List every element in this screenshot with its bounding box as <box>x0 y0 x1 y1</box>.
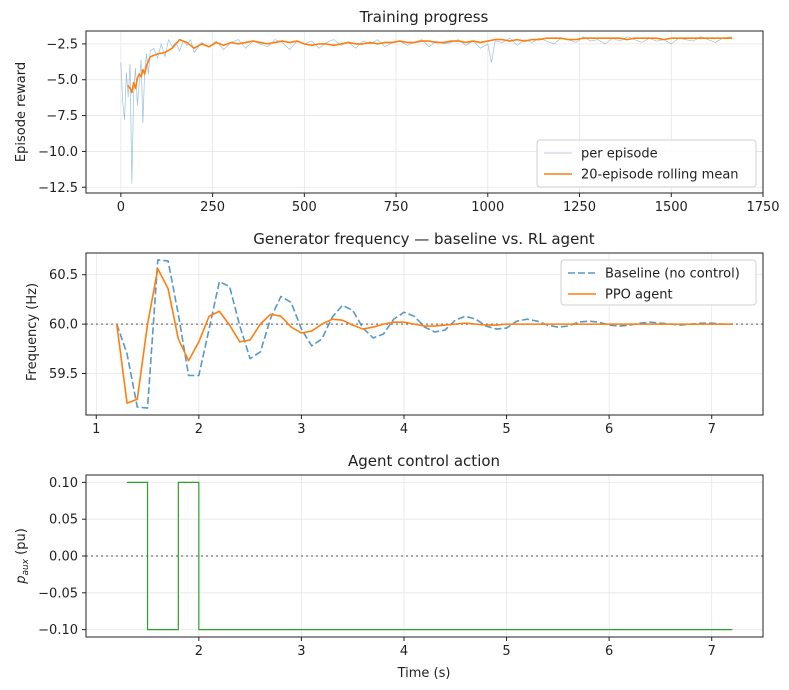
x-tick-label: 7 <box>708 422 716 437</box>
x-tick-label: 250 <box>200 200 225 215</box>
plot-frame <box>85 252 764 416</box>
y-axis-label-paux: paux (pu) <box>14 528 31 585</box>
x-tick-label: 6 <box>605 422 613 437</box>
legend-label: 20-episode rolling mean <box>581 168 739 183</box>
legend: Baseline (no control) PPO agent <box>560 259 757 306</box>
x-tick-label: 1 <box>92 422 100 437</box>
panel-title-frequency: Generator frequency — baseline vs. RL ag… <box>253 230 595 248</box>
y-tick-label: −0.10 <box>38 623 78 638</box>
y-tick-label: −10.0 <box>38 145 78 160</box>
y-tick-label: −7.5 <box>46 109 78 124</box>
series-line-ppo-agent <box>115 267 733 404</box>
y-axis-label-paux-sub: aux <box>21 558 31 575</box>
legend: per episode 20-episode rolling mean <box>536 139 757 188</box>
legend-label: PPO agent <box>605 288 673 303</box>
y-axis-label-paux-main: p <box>14 576 29 585</box>
y-tick-label: −0.05 <box>38 586 78 601</box>
x-tick-label: 4 <box>400 644 408 659</box>
panel-title-training: Training progress <box>359 8 489 26</box>
y-tick-label: 0.05 <box>49 513 78 528</box>
y-tick-label: −2.5 <box>46 37 78 52</box>
panel-agent-action: Agent control action paux (pu) Time (s) … <box>14 452 764 681</box>
x-tick-label: 2 <box>195 644 203 659</box>
x-tick-label: 5 <box>502 422 510 437</box>
legend-label: per episode <box>581 147 658 162</box>
x-tick-label: 500 <box>292 200 317 215</box>
x-tick-label: 4 <box>400 422 408 437</box>
y-axis-label-frequency: Frequency (Hz) <box>25 283 40 381</box>
x-tick-label: 3 <box>297 644 305 659</box>
y-axis-label-paux-suffix: (pu) <box>14 528 29 559</box>
x-tick-label: 3 <box>297 422 305 437</box>
y-tick-label: 0.10 <box>49 476 78 491</box>
x-tick-label: 7 <box>708 644 716 659</box>
y-tick-label: −12.5 <box>38 181 78 196</box>
x-tick-label: 2 <box>195 422 203 437</box>
legend-label: Baseline (no control) <box>605 267 740 282</box>
x-axis-label-time: Time (s) <box>397 666 451 681</box>
x-tick-label: 1000 <box>471 200 504 215</box>
x-tick-label: 1750 <box>746 200 779 215</box>
x-tick-label: 1500 <box>655 200 688 215</box>
y-tick-label: 0.00 <box>49 550 78 565</box>
plot-frame <box>85 30 764 194</box>
series-line-20-episode-rolling-mean <box>127 37 733 94</box>
y-tick-label: −5.0 <box>46 73 78 88</box>
x-tick-label: 750 <box>384 200 409 215</box>
series-line-baseline-no-control <box>116 259 733 409</box>
y-axis-label-episode-reward: Episode reward <box>14 62 29 162</box>
panel-title-agent-action: Agent control action <box>348 452 500 470</box>
panel-training-progress: Training progress Episode reward 0 250 500… <box>14 8 780 215</box>
x-tick-label: 6 <box>605 644 613 659</box>
x-tick-label: 0 <box>117 200 125 215</box>
y-tick-label: 60.0 <box>49 318 78 333</box>
y-tick-label: 60.5 <box>49 268 78 283</box>
x-tick-label: 5 <box>502 644 510 659</box>
x-tick-label: 1250 <box>563 200 596 215</box>
series-line-action <box>127 481 733 631</box>
legend-box <box>536 139 757 188</box>
panel-generator-frequency: Generator frequency — baseline vs. RL ag… <box>25 230 764 437</box>
legend-box <box>560 259 757 306</box>
y-tick-label: 59.5 <box>49 367 78 382</box>
series-line-per-episode <box>120 36 733 184</box>
